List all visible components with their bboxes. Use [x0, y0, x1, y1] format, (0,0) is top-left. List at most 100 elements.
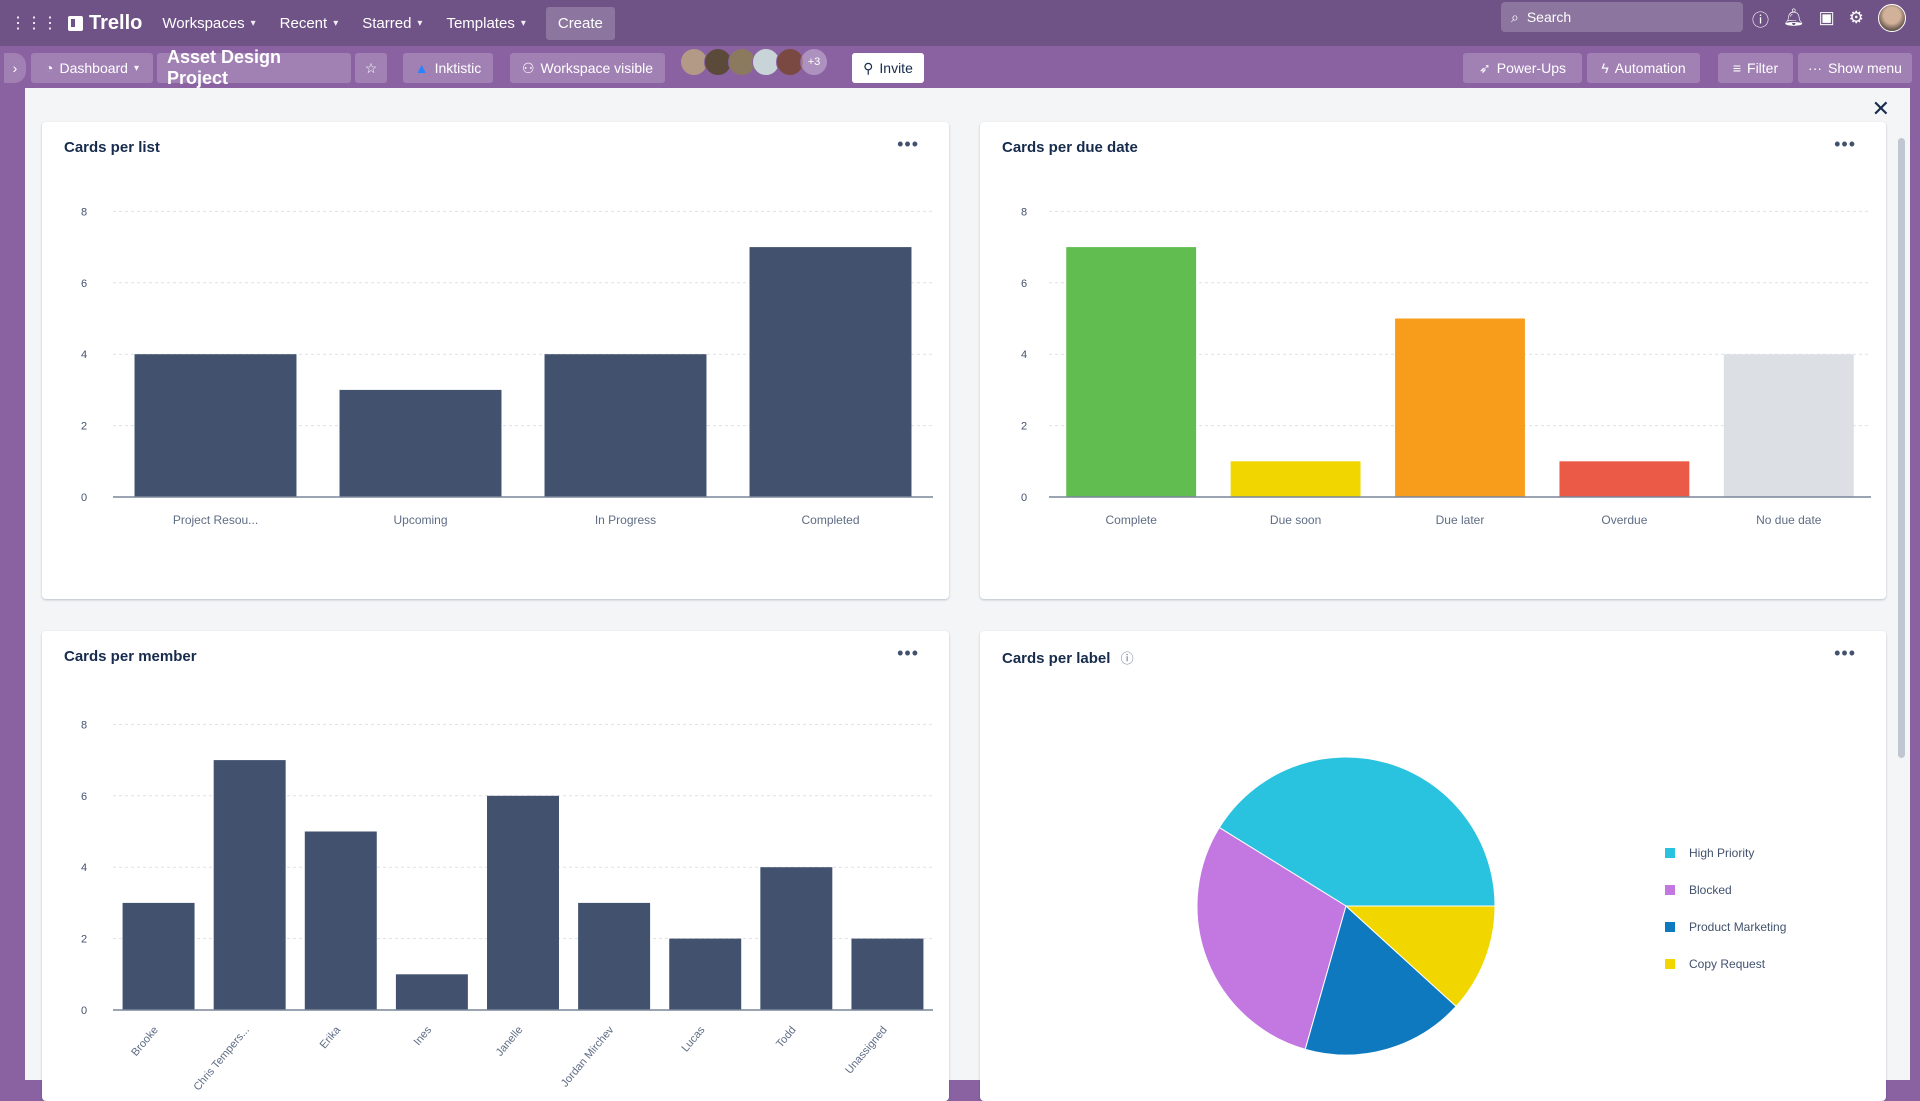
- chevron-down-icon: ▾: [333, 17, 339, 29]
- chart-title-text: Cards per label: [1002, 650, 1111, 667]
- info-icon[interactable]: ⓘ: [1752, 10, 1769, 30]
- nav-starred[interactable]: Starred ▾: [352, 8, 432, 39]
- legend-item[interactable]: Copy Request: [1665, 945, 1786, 982]
- pie-slice: [1218, 756, 1496, 907]
- more-members-count[interactable]: +3: [800, 48, 828, 76]
- y-tick-label: 2: [81, 934, 87, 946]
- x-tick-label: Brooke: [129, 1024, 161, 1058]
- bell-icon[interactable]: 🔔︎: [1783, 8, 1805, 27]
- power-ups-button[interactable]: ➶ Power-Ups: [1463, 53, 1582, 83]
- people-icon: ⚇: [521, 59, 535, 76]
- bar: [1723, 354, 1854, 497]
- info-icon[interactable]: ⓘ: [1120, 651, 1134, 666]
- apps-grid-icon[interactable]: ⋮⋮⋮: [10, 15, 58, 32]
- y-tick-label: 0: [81, 492, 87, 504]
- bar: [1066, 247, 1197, 497]
- more-icon: ···: [1808, 60, 1823, 76]
- chevron-right-icon: ›: [12, 60, 18, 76]
- power-ups-label: Power-Ups: [1496, 60, 1566, 76]
- x-tick-label: Upcoming: [393, 513, 447, 527]
- bar: [669, 938, 742, 1010]
- filter-label: Filter: [1747, 60, 1779, 76]
- bar: [1230, 461, 1361, 497]
- x-tick-label: Ines: [412, 1024, 435, 1048]
- chevron-down-icon: ▾: [133, 62, 139, 74]
- expand-sidebar-button[interactable]: ›: [4, 53, 26, 83]
- show-menu-button[interactable]: ··· Show menu: [1798, 53, 1912, 83]
- pie-slice: [1304, 905, 1457, 1056]
- more-options-icon[interactable]: •••: [1834, 134, 1856, 154]
- user-avatar[interactable]: [1877, 4, 1906, 32]
- x-tick-label: Unassigned: [843, 1024, 890, 1076]
- workspace-button[interactable]: ▲ Inktistic: [403, 53, 493, 83]
- y-tick-label: 0: [1021, 492, 1027, 504]
- workspace-label: Inktistic: [434, 60, 482, 76]
- more-options-icon[interactable]: •••: [897, 134, 919, 154]
- board-title[interactable]: Asset Design Project: [157, 47, 351, 88]
- gear-icon[interactable]: ⚙: [1848, 8, 1864, 27]
- x-tick-label: Due later: [1436, 513, 1485, 527]
- y-tick-label: 6: [81, 791, 87, 803]
- chart-card-cards-per-list: Cards per list ••• 0 2 4 6 8 Project Resou...…: [42, 122, 949, 599]
- filter-button[interactable]: ≡ Filter: [1718, 53, 1793, 83]
- x-tick-label: Todd: [774, 1024, 799, 1050]
- more-options-icon[interactable]: •••: [1834, 643, 1856, 663]
- bar: [395, 974, 468, 1010]
- nav-recent[interactable]: Recent ▾: [270, 8, 349, 39]
- member-avatar[interactable]: [776, 48, 804, 76]
- nav-label: Templates: [446, 14, 515, 32]
- app-name: Trello: [89, 11, 143, 34]
- bar-chart: 0 2 4 6 8 Project Resou... Upcoming In Progress…: [81, 206, 933, 527]
- add-person-icon: ⚲: [863, 59, 874, 76]
- scrollbar[interactable]: [1898, 138, 1905, 758]
- search-placeholder: Search: [1526, 9, 1572, 25]
- more-options-icon[interactable]: •••: [897, 643, 919, 663]
- create-button[interactable]: Create: [545, 6, 615, 40]
- clipboard-icon[interactable]: ▣: [1818, 8, 1835, 27]
- bar: [1395, 318, 1525, 497]
- y-tick-label: 8: [81, 206, 87, 218]
- visibility-button[interactable]: ⚇ Workspace visible: [510, 53, 665, 83]
- nav-templates[interactable]: Templates ▾: [436, 8, 535, 39]
- x-tick-label: Lucas: [679, 1024, 707, 1055]
- chart-title: Cards per member: [64, 648, 197, 665]
- y-tick-label: 8: [81, 719, 87, 731]
- nav-label: Starred: [362, 14, 412, 32]
- view-switcher-button[interactable]: ◔ Dashboard ▾: [31, 53, 153, 83]
- chevron-down-icon: ▾: [520, 17, 526, 29]
- member-avatars[interactable]: +3: [680, 48, 828, 76]
- star-button[interactable]: ☆: [355, 53, 387, 83]
- legend-swatch: [1665, 884, 1675, 895]
- chart-title: Cards per due date: [1002, 139, 1138, 156]
- bar: [304, 831, 377, 1010]
- bar: [1559, 461, 1690, 497]
- close-icon[interactable]: ✕: [1871, 96, 1890, 121]
- visibility-label: Workspace visible: [540, 60, 654, 76]
- trello-logo[interactable]: Trello: [68, 12, 142, 35]
- bar: [851, 938, 924, 1010]
- chart-legend: High Priority Blocked Product Marketing …: [1665, 834, 1786, 982]
- lightning-icon: ϟ: [1601, 60, 1609, 76]
- bar-chart: 0 2 4 6 8 Brooke Chris Tempers... Erika Ines Jane…: [81, 719, 933, 1093]
- x-tick-label: In Progress: [595, 513, 656, 527]
- nav-workspaces[interactable]: Workspaces ▾: [152, 8, 265, 39]
- search-input[interactable]: ⌕ Search: [1501, 2, 1743, 32]
- legend-item[interactable]: High Priority: [1665, 834, 1786, 871]
- member-avatar[interactable]: [728, 48, 756, 76]
- x-tick-label: Janelle: [494, 1024, 526, 1058]
- legend-item[interactable]: Product Marketing: [1665, 908, 1786, 945]
- legend-item[interactable]: Blocked: [1665, 871, 1786, 908]
- bar: [760, 867, 833, 1010]
- automation-button[interactable]: ϟ Automation: [1587, 53, 1700, 83]
- y-tick-label: 0: [81, 1005, 87, 1017]
- pie-chart: [1196, 756, 1496, 1056]
- legend-label: High Priority: [1689, 845, 1755, 860]
- chevron-down-icon: ▾: [417, 17, 423, 29]
- bar: [134, 354, 297, 497]
- invite-button[interactable]: ⚲ Invite: [852, 53, 924, 83]
- member-avatar[interactable]: [680, 48, 708, 76]
- bar: [122, 902, 195, 1010]
- rocket-icon: ➶: [1479, 59, 1491, 76]
- member-avatar[interactable]: [704, 48, 732, 76]
- y-tick-label: 6: [81, 278, 87, 290]
